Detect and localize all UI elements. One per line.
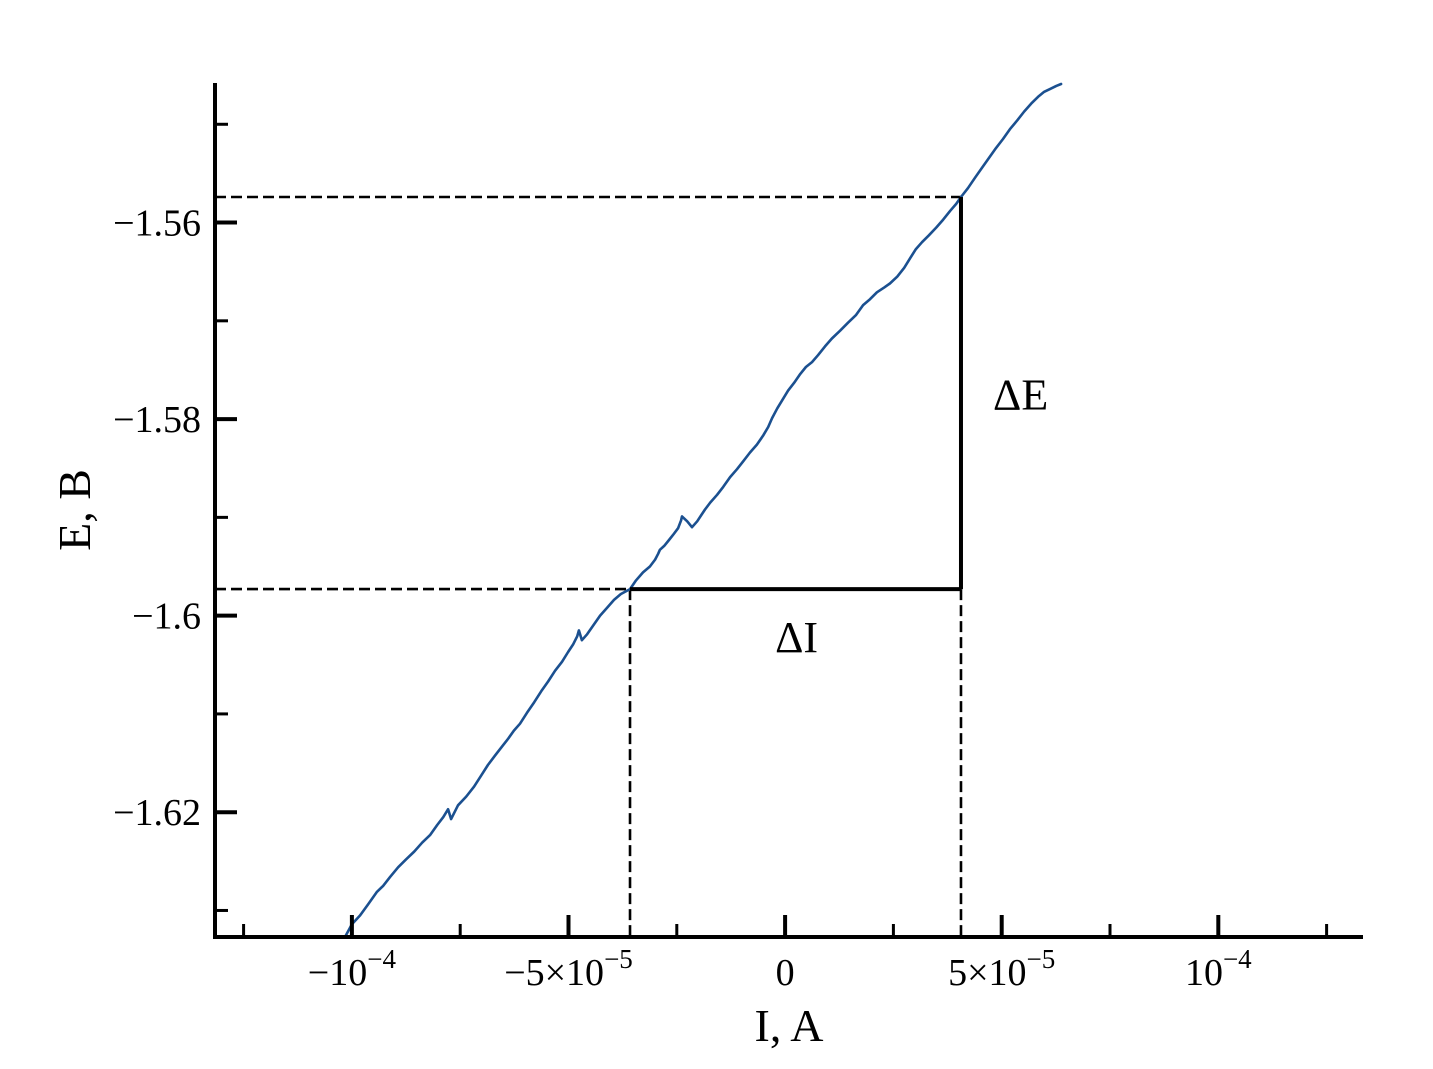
x-tick-label: −5×10−5 (504, 944, 633, 994)
y-tick-label: −1.58 (113, 399, 201, 441)
y-tick-label: −1.6 (132, 596, 201, 638)
x-tick-label: −10−4 (308, 944, 397, 994)
x-axis-title: I, A (755, 1000, 824, 1051)
y-axis-title: E, B (49, 469, 100, 551)
x-tick-label: 0 (776, 952, 795, 994)
polarization-curve (343, 82, 1063, 939)
delta-i-label: ΔI (775, 613, 818, 662)
x-tick-label: 10−4 (1185, 944, 1252, 994)
axis-ticks (215, 122, 1329, 937)
x-tick-labels: −10−4 −5×10−5 0 5×10−5 10−4 (308, 944, 1252, 994)
delta-e-label: ΔE (993, 370, 1048, 419)
y-tick-labels: −1.56 −1.58 −1.6 −1.62 (113, 203, 201, 835)
delta-triangle (630, 196, 963, 592)
x-tick-label: 5×10−5 (948, 944, 1055, 994)
y-tick-label: −1.56 (113, 203, 201, 245)
dashed-guides (215, 195, 963, 937)
y-tick-label: −1.62 (113, 792, 201, 834)
axes (213, 83, 1363, 939)
